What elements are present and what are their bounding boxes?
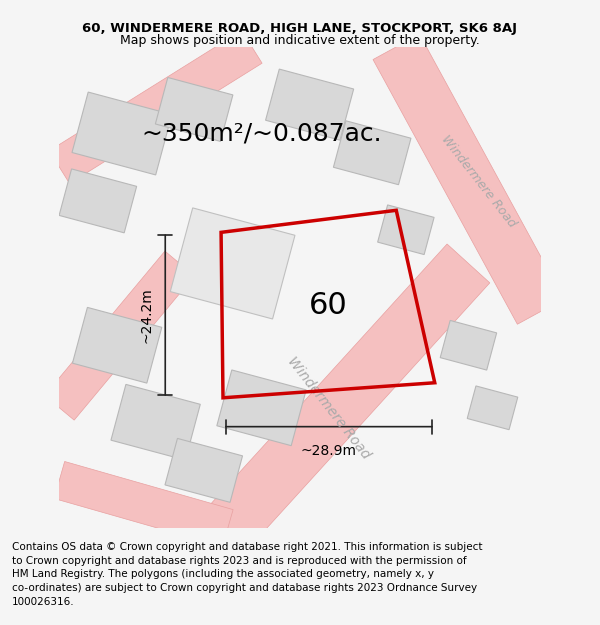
Polygon shape <box>467 386 518 429</box>
Polygon shape <box>334 121 411 185</box>
Polygon shape <box>373 34 564 324</box>
Polygon shape <box>440 321 497 370</box>
Polygon shape <box>59 169 137 233</box>
Polygon shape <box>73 308 162 383</box>
Text: ~350m²/~0.087ac.: ~350m²/~0.087ac. <box>141 121 382 146</box>
Text: ~28.9m: ~28.9m <box>301 444 357 458</box>
Text: HM Land Registry. The polygons (including the associated geometry, namely x, y: HM Land Registry. The polygons (includin… <box>12 569 434 579</box>
Polygon shape <box>155 78 233 141</box>
Polygon shape <box>206 244 490 548</box>
Text: 60, WINDERMERE ROAD, HIGH LANE, STOCKPORT, SK6 8AJ: 60, WINDERMERE ROAD, HIGH LANE, STOCKPOR… <box>83 22 517 35</box>
Polygon shape <box>111 384 200 460</box>
Polygon shape <box>217 370 306 446</box>
Text: Map shows position and indicative extent of the property.: Map shows position and indicative extent… <box>120 34 480 48</box>
Polygon shape <box>266 69 353 140</box>
Text: to Crown copyright and database rights 2023 and is reproduced with the permissio: to Crown copyright and database rights 2… <box>12 556 467 566</box>
Text: Windermere Road: Windermere Road <box>285 354 373 461</box>
Polygon shape <box>377 205 434 254</box>
Text: Contains OS data © Crown copyright and database right 2021. This information is : Contains OS data © Crown copyright and d… <box>12 542 482 552</box>
Polygon shape <box>170 208 295 319</box>
Polygon shape <box>72 92 172 175</box>
Polygon shape <box>54 461 233 547</box>
Text: 60: 60 <box>309 291 348 320</box>
Text: ~24.2m: ~24.2m <box>139 288 153 343</box>
Polygon shape <box>165 438 242 503</box>
Text: 100026316.: 100026316. <box>12 597 74 607</box>
Polygon shape <box>44 251 194 420</box>
Text: co-ordinates) are subject to Crown copyright and database rights 2023 Ordnance S: co-ordinates) are subject to Crown copyr… <box>12 583 477 593</box>
Polygon shape <box>49 31 262 184</box>
Text: Windermere Road: Windermere Road <box>438 133 518 230</box>
